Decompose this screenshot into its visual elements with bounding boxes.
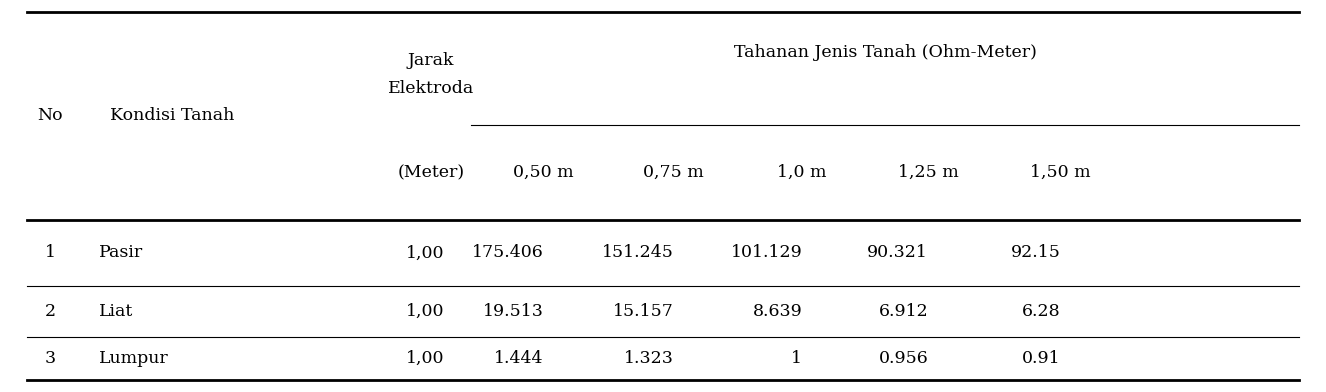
Text: 1,50 m: 1,50 m <box>1030 164 1091 181</box>
Text: 151.245: 151.245 <box>602 244 674 261</box>
Text: Tahanan Jenis Tanah (Ohm-Meter): Tahanan Jenis Tanah (Ohm-Meter) <box>733 44 1037 62</box>
Text: 3: 3 <box>45 350 56 367</box>
Text: 90.321: 90.321 <box>867 244 928 261</box>
Text: 19.513: 19.513 <box>483 303 544 320</box>
Text: Jarak: Jarak <box>407 52 455 69</box>
Text: No: No <box>37 107 64 124</box>
Text: 8.639: 8.639 <box>752 303 802 320</box>
Text: Liat: Liat <box>99 303 134 320</box>
Text: 175.406: 175.406 <box>472 244 544 261</box>
Text: 0,50 m: 0,50 m <box>513 164 574 181</box>
Text: 1,0 m: 1,0 m <box>777 164 827 181</box>
Text: 6.28: 6.28 <box>1022 303 1061 320</box>
Text: 2: 2 <box>45 303 56 320</box>
Text: 1,25 m: 1,25 m <box>898 164 959 181</box>
Text: Elektroda: Elektroda <box>387 80 475 97</box>
Text: 1: 1 <box>45 244 56 261</box>
Text: Pasir: Pasir <box>99 244 143 261</box>
Text: 0.91: 0.91 <box>1022 350 1061 367</box>
Text: 1,00: 1,00 <box>406 303 444 320</box>
Text: 15.157: 15.157 <box>613 303 674 320</box>
Text: (Meter): (Meter) <box>398 164 464 181</box>
Text: 6.912: 6.912 <box>878 303 928 320</box>
Text: 1,00: 1,00 <box>406 244 444 261</box>
Text: 0.956: 0.956 <box>878 350 928 367</box>
Text: 1.444: 1.444 <box>495 350 544 367</box>
Text: 1.323: 1.323 <box>623 350 674 367</box>
Text: Kondisi Tanah: Kondisi Tanah <box>110 107 235 124</box>
Text: 0,75 m: 0,75 m <box>643 164 704 181</box>
Text: 1,00: 1,00 <box>406 350 444 367</box>
Text: 1: 1 <box>792 350 802 367</box>
Text: 101.129: 101.129 <box>731 244 802 261</box>
Text: Lumpur: Lumpur <box>99 350 170 367</box>
Text: 92.15: 92.15 <box>1010 244 1061 261</box>
